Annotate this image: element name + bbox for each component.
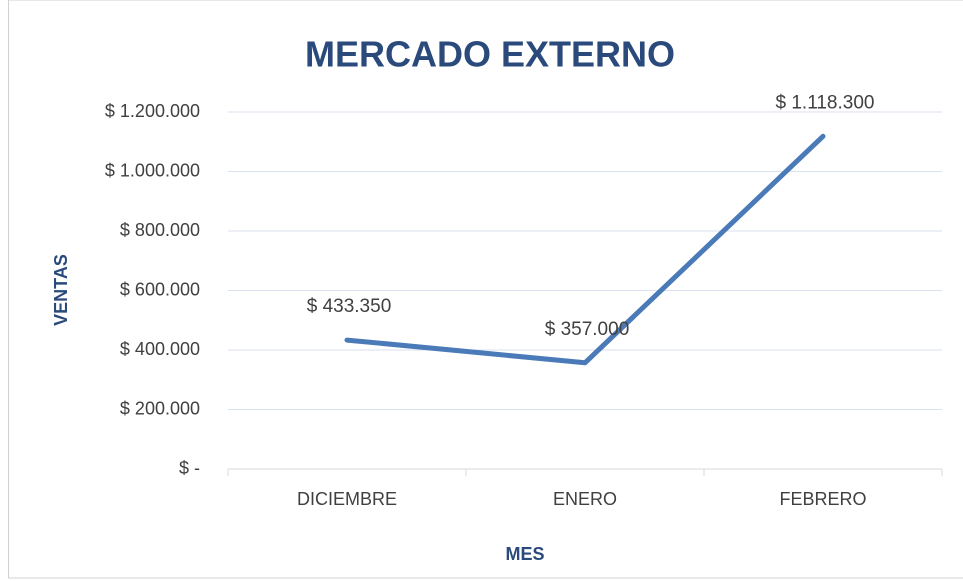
data-label: $ 357.000 (545, 319, 630, 340)
y-tick-label: $ - (179, 458, 200, 478)
y-tick-label: $ 1.000.000 (105, 160, 200, 180)
y-tick-label: $ 400.000 (120, 339, 200, 359)
x-tick-label: ENERO (553, 489, 617, 509)
y-tick-label: $ 600.000 (120, 279, 200, 299)
y-tick-label: $ 200.000 (120, 398, 200, 418)
y-axis-label: VENTAS (51, 254, 71, 326)
x-axis-label: MES (505, 544, 544, 564)
data-label: $ 1.118.300 (776, 92, 875, 113)
data-label: $ 433.350 (307, 296, 392, 317)
y-tick-label: $ 800.000 (120, 220, 200, 240)
y-tick-label: $ 1.200.000 (105, 101, 200, 121)
x-tick-label: DICIEMBRE (297, 489, 397, 509)
chart-border (8, 0, 963, 579)
line (344, 133, 826, 366)
chart-title: MERCADO EXTERNO (305, 34, 675, 75)
x-tick-label: FEBRERO (779, 489, 866, 509)
